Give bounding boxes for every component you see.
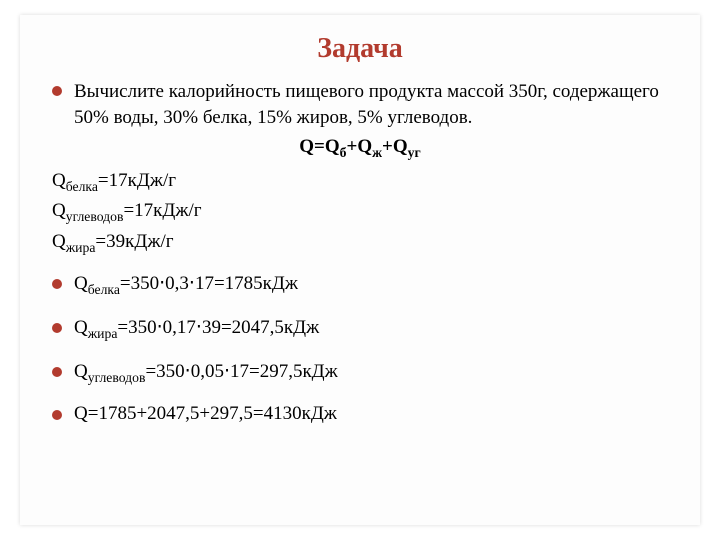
calc-row-4: Q=1785+2047,5+297,5=4130кДж (52, 403, 668, 425)
calc-expr-4: =1785+2047,5+297,5=4130кДж (88, 403, 337, 424)
calc-q-4: Q (74, 403, 88, 424)
calculations-block: Qбелка=350⋅0,3⋅17=1785кДж Qжира=350⋅0,17… (52, 272, 668, 425)
calc-row-3: Qуглеводов=350⋅0,05⋅17=297,5кДж (52, 360, 668, 386)
problem-row: Вычислите калорийность пищевого продукта… (52, 79, 668, 130)
given-val-1: =17кДж/г (98, 170, 176, 191)
calc-sub-2: жира (88, 326, 118, 341)
formula-mid2: +Q (382, 136, 408, 157)
bullet-icon (52, 367, 62, 377)
calc-text-3: Qуглеводов=350⋅0,05⋅17=297,5кДж (74, 360, 338, 386)
given-q-2: Q (52, 200, 66, 221)
given-sub-1: белка (66, 179, 98, 194)
given-sub-3: жира (66, 240, 96, 255)
bullet-icon (52, 410, 62, 420)
calc-row-2: Qжира=350⋅0,17⋅39=2047,5кДж (52, 316, 668, 342)
calc-expr-3: =350⋅0,05⋅17=297,5кДж (145, 361, 337, 382)
slide-container: Задача Вычислите калорийность пищевого п… (20, 15, 700, 525)
calc-sub-3: углеводов (88, 369, 146, 384)
formula-sub3: уг (408, 145, 421, 160)
calc-text-4: Q=1785+2047,5+297,5=4130кДж (74, 403, 337, 425)
calc-row-1: Qбелка=350⋅0,3⋅17=1785кДж (52, 272, 668, 298)
slide-title: Задача (52, 33, 668, 65)
given-val-2: =17кДж/г (123, 200, 201, 221)
given-block: Qбелка=17кДж/г Qуглеводов=17кДж/г Qжира=… (52, 167, 668, 258)
given-sub-2: углеводов (66, 209, 124, 224)
given-line-2: Qуглеводов=17кДж/г (52, 197, 668, 227)
calc-q-2: Q (74, 317, 88, 338)
bullet-icon (52, 323, 62, 333)
given-q-1: Q (52, 170, 66, 191)
calc-text-2: Qжира=350⋅0,17⋅39=2047,5кДж (74, 316, 319, 342)
main-formula: Q=Qб+Qж+Qуг (52, 136, 668, 161)
calc-text-1: Qбелка=350⋅0,3⋅17=1785кДж (74, 272, 298, 298)
calc-expr-2: =350⋅0,17⋅39=2047,5кДж (117, 317, 319, 338)
given-val-3: =39кДж/г (95, 231, 173, 252)
bullet-icon (52, 86, 62, 96)
formula-prefix: Q=Q (299, 136, 339, 157)
calc-expr-1: =350⋅0,3⋅17=1785кДж (120, 273, 298, 294)
bullet-icon (52, 279, 62, 289)
given-line-3: Qжира=39кДж/г (52, 228, 668, 258)
calc-q-3: Q (74, 361, 88, 382)
problem-text: Вычислите калорийность пищевого продукта… (74, 79, 668, 130)
calc-sub-1: белка (88, 282, 120, 297)
given-q-3: Q (52, 231, 66, 252)
formula-sub2: ж (372, 145, 382, 160)
calc-q-1: Q (74, 273, 88, 294)
given-line-1: Qбелка=17кДж/г (52, 167, 668, 197)
formula-mid1: +Q (347, 136, 373, 157)
formula-sub1: б (340, 145, 347, 160)
